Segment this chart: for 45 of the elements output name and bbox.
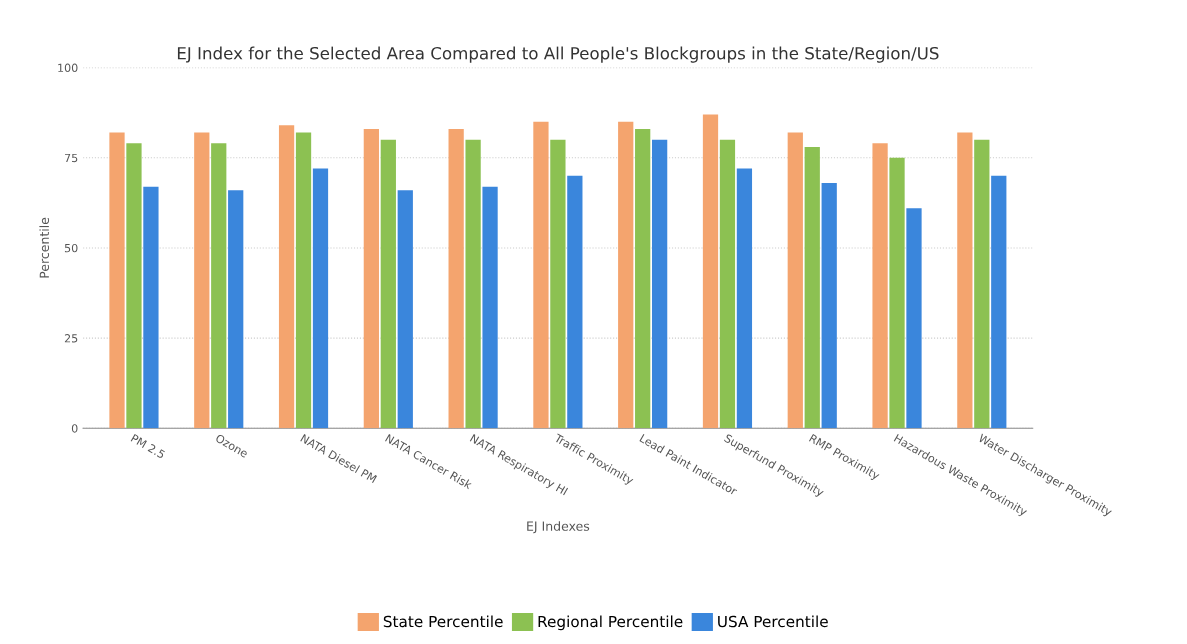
- y-tick-label: 75: [65, 153, 78, 163]
- y-axis-title: Percentile: [39, 217, 50, 278]
- bar: [702, 114, 719, 429]
- bar: [465, 139, 481, 429]
- bar: [312, 168, 329, 429]
- bar: [567, 175, 583, 429]
- bar: [228, 190, 244, 429]
- bar: [719, 139, 736, 429]
- bar: [974, 139, 990, 429]
- bar: [211, 143, 227, 429]
- bar: [889, 157, 905, 429]
- bar: [550, 139, 566, 429]
- bar: [194, 132, 210, 429]
- bar: [482, 186, 498, 429]
- bar: [787, 132, 803, 429]
- bar: [618, 121, 634, 429]
- bar: [397, 190, 413, 429]
- bar: [109, 132, 125, 429]
- bar: [448, 128, 464, 429]
- bar: [872, 143, 888, 429]
- bar: [635, 128, 651, 429]
- bar: [533, 121, 549, 429]
- bar: [804, 146, 820, 429]
- bar: [278, 125, 295, 429]
- bar: [906, 208, 922, 429]
- x-tick-label: PM 2.5: [130, 433, 166, 459]
- bar: [380, 139, 396, 429]
- bar: [821, 183, 837, 429]
- bar: [143, 186, 159, 429]
- y-tick-label: 50: [64, 243, 78, 253]
- y-tick-label: 100: [58, 63, 78, 72]
- legend-label: State Percentile: [383, 615, 503, 628]
- x-axis-title: EJ Indexes: [527, 521, 590, 534]
- y-tick-label: 25: [64, 334, 78, 343]
- bar: [652, 139, 668, 429]
- y-tick-label: 0: [71, 424, 78, 433]
- chart-title: EJ Index for the Selected Area Compared to All People's Blockgroups in the State/Region/US: [177, 46, 939, 63]
- bar: [363, 128, 379, 429]
- bar: [736, 168, 753, 429]
- bar: [957, 132, 973, 429]
- bar: [991, 175, 1007, 429]
- bar: [295, 132, 312, 429]
- legend-label: USA Percentile: [718, 615, 828, 628]
- legend-label: Regional Percentile: [538, 615, 683, 631]
- bar: [126, 143, 142, 429]
